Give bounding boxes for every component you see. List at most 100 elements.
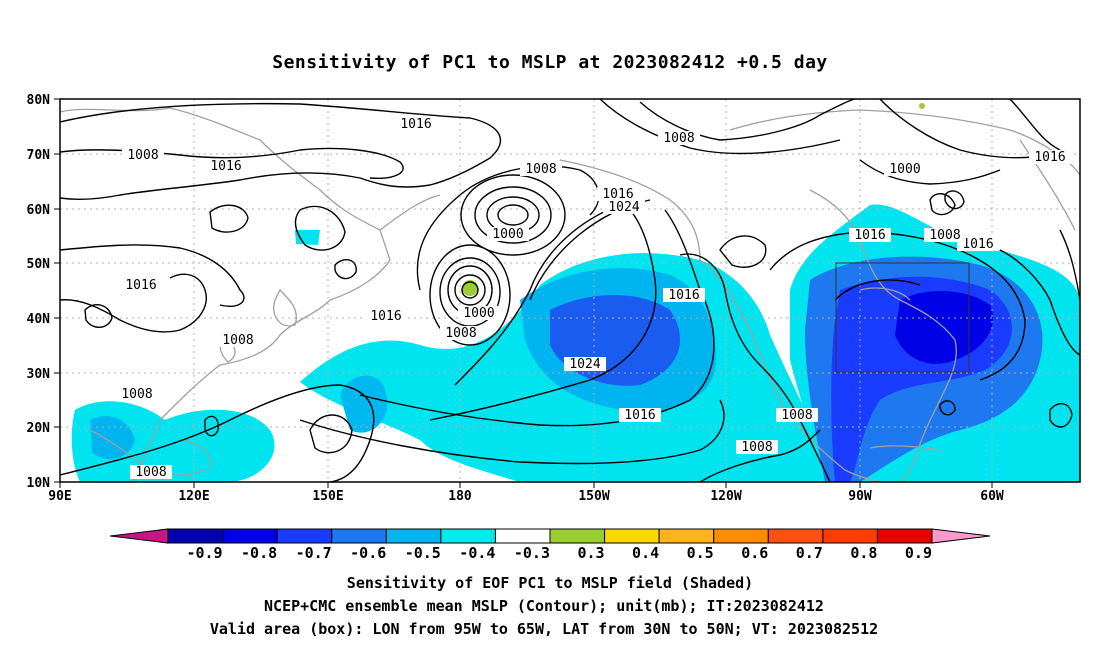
contour-label: 1008 xyxy=(217,333,259,348)
colorbar-max-triangle xyxy=(931,528,991,544)
footer-line-2: NCEP+CMC ensemble mean MSLP (Contour); u… xyxy=(264,597,824,615)
contour-label: 1008 xyxy=(520,162,562,177)
svg-text:1016: 1016 xyxy=(210,159,241,174)
svg-text:1000: 1000 xyxy=(492,227,523,242)
shade-cyan-patch2 xyxy=(340,375,388,433)
colorbar-label: -0.4 xyxy=(459,544,495,562)
contour-label: 1008 xyxy=(440,326,482,341)
contour-label: 1008 xyxy=(130,465,172,480)
lat-tick-label: 50N xyxy=(27,257,51,272)
shade-green-positive xyxy=(462,280,478,296)
svg-text:1008: 1008 xyxy=(781,408,812,423)
lat-axis: 80N 70N 60N 50N 40N 30N 20N 10N xyxy=(27,93,60,491)
contour-label: 1016 xyxy=(395,117,437,132)
contour-label: 1016 xyxy=(365,309,407,324)
contour-label: 1024 xyxy=(564,357,606,372)
colorbar-swatch xyxy=(276,528,333,544)
sensitivity-shading xyxy=(71,103,1080,482)
colorbar-swatch xyxy=(222,528,278,544)
svg-text:1016: 1016 xyxy=(125,278,156,293)
contour-label: 1008 xyxy=(122,148,164,163)
contour-label: 1008 xyxy=(776,408,818,423)
colorbar-swatch xyxy=(440,528,496,544)
map-panel: 1016 1008 1016 1008 1016 1000 1008 1016 … xyxy=(60,99,1080,482)
colorbar-swatch xyxy=(604,528,660,544)
colorbar-label: 0.4 xyxy=(632,544,659,562)
colorbar-swatch xyxy=(331,528,387,544)
lat-tick-label: 40N xyxy=(27,312,51,327)
shade-green-small xyxy=(919,103,925,109)
svg-text:1016: 1016 xyxy=(624,408,655,423)
colorbar-swatch xyxy=(658,528,715,544)
contour-label: 1016 xyxy=(663,288,705,303)
contour-label: 1016 xyxy=(849,228,891,243)
colorbar-label: 0.7 xyxy=(796,544,823,562)
contour-labels: 1016 1008 1016 1008 1016 1000 1008 1016 … xyxy=(116,117,1071,480)
lat-tick-label: 80N xyxy=(27,93,51,108)
colorbar-label: 0.8 xyxy=(850,544,877,562)
contour-label: 1008 xyxy=(924,228,966,243)
svg-text:1016: 1016 xyxy=(854,228,885,243)
coastlines xyxy=(60,107,1080,482)
svg-text:1008: 1008 xyxy=(121,387,152,402)
colorbar-label: 0.9 xyxy=(905,544,932,562)
svg-text:1008: 1008 xyxy=(127,148,158,163)
svg-text:1008: 1008 xyxy=(929,228,960,243)
contour-label: 1024 xyxy=(603,200,645,215)
map-frame xyxy=(59,98,1081,483)
lon-tick-label: 150E xyxy=(312,489,343,504)
contour-label: 1016 xyxy=(619,408,661,423)
colorbar: -0.9 -0.8 -0.7 -0.6 -0.5 -0.4 -0.3 0.3 0.4 0.5 0.6… xyxy=(109,528,991,562)
colorbar-swatch xyxy=(713,528,769,544)
svg-text:1008: 1008 xyxy=(663,131,694,146)
svg-text:1016: 1016 xyxy=(1034,150,1065,165)
svg-text:1000: 1000 xyxy=(463,306,494,321)
contour-label: 1016 xyxy=(1029,150,1071,165)
contour-label: 1008 xyxy=(736,440,778,455)
contour-label: 1008 xyxy=(116,387,158,402)
grid xyxy=(60,99,1080,482)
lat-tick-label: 60N xyxy=(27,203,51,218)
colorbar-swatch xyxy=(767,528,824,544)
svg-text:1008: 1008 xyxy=(525,162,556,177)
colorbar-label: -0.9 xyxy=(186,544,222,562)
svg-text:1016: 1016 xyxy=(962,237,993,252)
contour-label: 1016 xyxy=(205,159,247,174)
map-title: Sensitivity of PC1 to MSLP at 2023082412… xyxy=(272,52,828,73)
contour-label: 1016 xyxy=(597,187,639,202)
colorbar-min-triangle xyxy=(109,528,169,544)
lat-tick-label: 30N xyxy=(27,367,51,382)
svg-text:1008: 1008 xyxy=(741,440,772,455)
colorbar-swatch xyxy=(494,528,551,544)
svg-text:1008: 1008 xyxy=(445,326,476,341)
contour-label: 1000 xyxy=(487,227,529,242)
lat-tick-label: 10N xyxy=(27,476,51,491)
lon-tick-label: 120W xyxy=(710,489,741,504)
mslp-contours xyxy=(60,99,1080,482)
lon-tick-label: 150W xyxy=(578,489,609,504)
contour-label: 1016 xyxy=(957,237,999,252)
svg-text:1024: 1024 xyxy=(608,200,639,215)
contour-label: 1000 xyxy=(458,306,500,321)
shade-cyan-patch xyxy=(295,230,320,245)
svg-text:1016: 1016 xyxy=(370,309,401,324)
svg-text:1016: 1016 xyxy=(602,187,633,202)
colorbar-swatch xyxy=(549,528,606,544)
colorbar-swatch xyxy=(385,528,442,544)
svg-text:1000: 1000 xyxy=(889,162,920,177)
colorbar-label: -0.8 xyxy=(241,544,277,562)
colorbar-swatch xyxy=(822,528,878,544)
contour-label: 1016 xyxy=(120,278,162,293)
colorbar-label: -0.5 xyxy=(405,544,441,562)
svg-text:1016: 1016 xyxy=(400,117,431,132)
colorbar-label: -0.3 xyxy=(514,544,550,562)
footer-line-3: Valid area (box): LON from 95W to 65W, L… xyxy=(210,620,878,638)
lat-tick-label: 20N xyxy=(27,421,51,436)
lon-tick-label: 60W xyxy=(980,489,1004,504)
colorbar-label: 0.3 xyxy=(577,544,604,562)
svg-text:1016: 1016 xyxy=(668,288,699,303)
colorbar-label: -0.7 xyxy=(296,544,332,562)
colorbar-swatch xyxy=(167,528,224,544)
lon-tick-label: 90W xyxy=(848,489,872,504)
